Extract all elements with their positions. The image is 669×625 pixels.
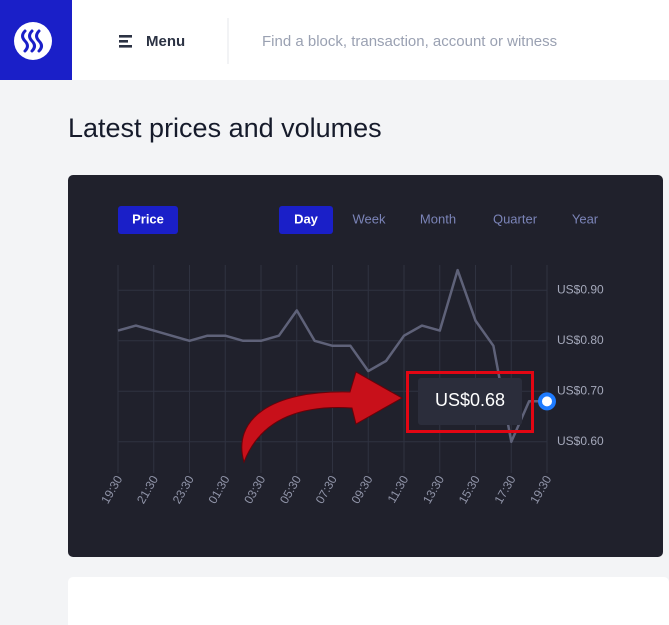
menu-icon[interactable] (119, 35, 132, 48)
metric-button-label[interactable]: Price (132, 211, 164, 226)
tooltip (418, 378, 522, 425)
range-tab[interactable]: Day (294, 211, 319, 226)
top-bar (0, 0, 669, 80)
range-tab[interactable]: Year (572, 211, 599, 226)
metric-button[interactable] (118, 206, 178, 234)
highlight-box (406, 371, 534, 433)
y-tick-label: US$0.90 (557, 282, 604, 296)
logo-waves (21, 29, 43, 53)
pointer-arrow (241, 371, 404, 464)
page-heading: Latest prices and volumes (68, 113, 382, 143)
y-tick-label: US$0.60 (557, 434, 604, 448)
range-tab[interactable]: Month (420, 211, 456, 226)
range-tab[interactable]: Quarter (493, 211, 538, 226)
search-input[interactable]: Find a block, transaction, account or wi… (262, 33, 557, 50)
y-tick-label: US$0.70 (557, 383, 604, 397)
range-tab-active[interactable] (279, 206, 333, 234)
current-point (538, 392, 556, 411)
y-tick-label: US$0.80 (557, 333, 604, 347)
next-card (68, 577, 669, 625)
tooltip-label: US$0.68 (435, 390, 505, 410)
range-tab[interactable]: Week (353, 211, 386, 226)
price-line (117, 268, 547, 444)
menu-label[interactable]: Menu (146, 33, 185, 50)
